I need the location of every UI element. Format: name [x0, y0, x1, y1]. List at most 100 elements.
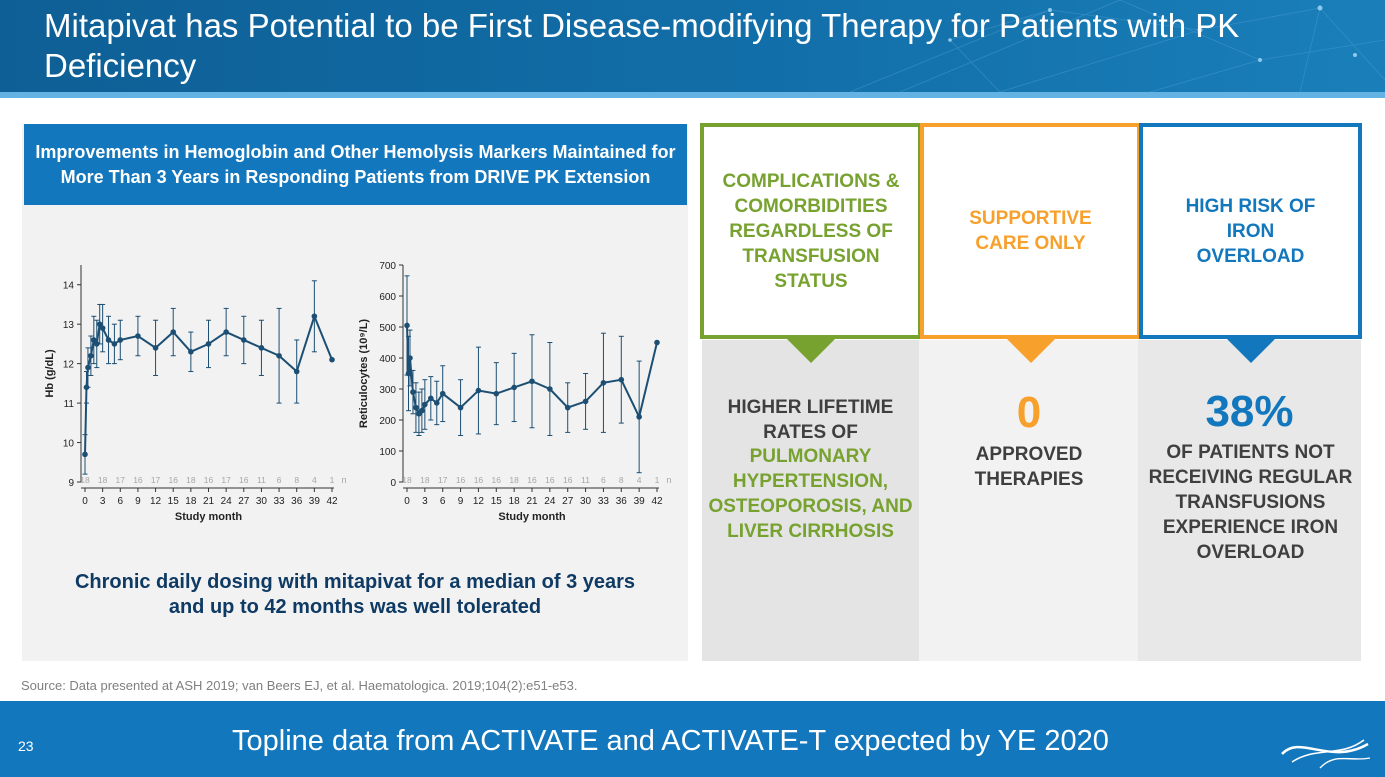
card-2-arrow — [1007, 339, 1055, 363]
chart2-data-point — [582, 398, 589, 405]
card-1-highlight: PULMONARY HYPERTENSION, OSTEOPOROSIS, AN… — [708, 446, 913, 542]
chart1-n-value: 17 — [221, 475, 231, 485]
card-2-body: APPROVED THERAPIES — [974, 444, 1084, 490]
chart2-x-tick-label: 33 — [598, 496, 610, 507]
card-1-body: HIGHER LIFETIME RATES OF — [727, 397, 894, 443]
chart2-x-tick-label: 42 — [651, 496, 663, 507]
chart2-data-point — [407, 355, 413, 361]
card-supportive-header: SUPPORTIVE CARE ONLY — [969, 208, 1092, 254]
chart1-x-tick-label: 0 — [82, 496, 88, 507]
chart1-data-point — [223, 329, 229, 335]
chart1-data-point — [311, 313, 318, 320]
chart2-data-point — [405, 370, 412, 377]
chart2-y-tick-label: 0 — [390, 478, 396, 489]
chart1-x-tick-label: 39 — [309, 496, 321, 507]
chart1-data-point — [170, 329, 177, 335]
card-3-background — [1138, 340, 1361, 661]
chart2-x-tick-label: 24 — [544, 496, 556, 507]
chart2-data-point — [433, 400, 440, 406]
chart2-x-tick-label: 6 — [440, 496, 446, 507]
slide-title: Mitapivat has Potential to be First Dise… — [44, 7, 1240, 84]
chart2-n-value: 4 — [637, 475, 642, 485]
chart1-x-tick-label: 15 — [168, 496, 180, 507]
chart2-y-tick-label: 700 — [379, 261, 396, 272]
chart2-y-axis-title: Reticulocytes (10⁹/L) — [358, 319, 370, 428]
chart2-n-label: n — [666, 475, 671, 485]
card-1-arrow — [787, 339, 835, 363]
card-complications-header: COMPLICATIONS & COMORBIDITIES REGARDLESS… — [722, 170, 900, 292]
chart1-data-point — [329, 356, 335, 363]
chart2-y-tick-label: 300 — [379, 385, 396, 396]
chart1-x-tick-label: 21 — [203, 496, 215, 507]
chart1-n-value: 18 — [98, 475, 108, 485]
header-stripe — [0, 92, 1385, 98]
chart1-y-tick-label: 12 — [63, 360, 75, 371]
chart2-n-value: 18 — [402, 475, 412, 485]
chart2-y-tick-label: 200 — [379, 416, 396, 427]
chart1-data-point — [135, 333, 141, 339]
chart2-x-tick-label: 3 — [422, 496, 428, 507]
chart2-data-point — [404, 322, 410, 329]
chart2-n-value: 16 — [527, 475, 537, 485]
chart1-data-point — [83, 384, 90, 391]
chart1-data-point — [99, 325, 106, 331]
card-3-stat: 38% — [1205, 387, 1294, 436]
chart2-n-value: 16 — [474, 475, 484, 485]
footer-message: Topline data from ACTIVATE and ACTIVATE-… — [232, 725, 1109, 757]
chart2-data-point — [493, 390, 500, 397]
chart1-data-point — [91, 337, 97, 343]
chart1-x-tick-label: 6 — [118, 496, 124, 507]
chart-panel-heading: Improvements in Hemoglobin and Other Hem… — [24, 124, 687, 205]
chart2-x-tick-label: 9 — [458, 496, 464, 507]
source-citation: Source: Data presented at ASH 2019; van … — [21, 678, 578, 693]
chart2-data-point — [600, 380, 607, 386]
page-number: 23 — [18, 738, 34, 754]
chart1-x-tick-label: 36 — [291, 496, 303, 507]
chart1-x-tick-label: 9 — [135, 496, 141, 507]
chart1-n-value: 16 — [168, 475, 178, 485]
chart2-data-point — [410, 389, 416, 395]
chart2-n-value: 18 — [509, 475, 519, 485]
chart1-n-value: 4 — [312, 475, 317, 485]
chart1-data-point — [188, 349, 194, 355]
chart1-n-label: n — [341, 475, 346, 485]
chart2-x-tick-label: 18 — [509, 496, 521, 507]
chart1-data-point — [88, 352, 94, 359]
chart1-data-point — [111, 341, 118, 347]
chart1-n-value: 8 — [294, 475, 299, 485]
chart1-n-value: 17 — [116, 475, 126, 485]
chart1-data-point — [205, 341, 212, 347]
chart2-data-point — [428, 395, 434, 402]
card-2-stat: 0 — [1016, 388, 1042, 437]
chart2-x-tick-label: 0 — [404, 496, 410, 507]
network-decoration — [849, 0, 1385, 92]
chart1-data-point — [240, 337, 247, 343]
chart2-x-tick-label: 21 — [526, 496, 538, 507]
chart2-data-point — [413, 404, 419, 411]
chart2-data-point — [457, 404, 464, 411]
chart2-y-tick-label: 500 — [379, 323, 396, 334]
chart2-data-point — [419, 407, 425, 414]
card-iron: HIGH RISK OF IRON OVERLOAD — [1139, 123, 1362, 339]
chart2-n-value: 16 — [545, 475, 555, 485]
chart2-n-value: 8 — [619, 475, 624, 485]
chart2-n-value: 6 — [601, 475, 606, 485]
chart2-n-value: 1 — [655, 475, 660, 485]
chart1-n-value: 18 — [80, 475, 90, 485]
title-bar: Mitapivat has Potential to be First Dise… — [0, 0, 1385, 92]
card-2-background — [919, 340, 1138, 661]
chart1-data-point — [105, 337, 112, 343]
chart2-x-tick-label: 39 — [634, 496, 646, 507]
chart2-y-tick-label: 400 — [379, 354, 396, 365]
chart1-x-tick-label: 30 — [256, 496, 268, 507]
card-complications: COMPLICATIONS & COMORBIDITIES REGARDLESS… — [700, 123, 922, 339]
card-1-background — [702, 340, 919, 661]
chart1-n-value: 6 — [277, 475, 282, 485]
chart1-y-tick-label: 11 — [64, 399, 75, 410]
chart2-x-tick-label: 36 — [616, 496, 628, 507]
chart1-x-tick-label: 33 — [274, 496, 286, 507]
chart-panel — [22, 124, 688, 661]
chart2-data-point — [439, 390, 446, 397]
chart2-x-tick-label: 12 — [473, 496, 485, 507]
footer-bar — [0, 701, 1385, 777]
